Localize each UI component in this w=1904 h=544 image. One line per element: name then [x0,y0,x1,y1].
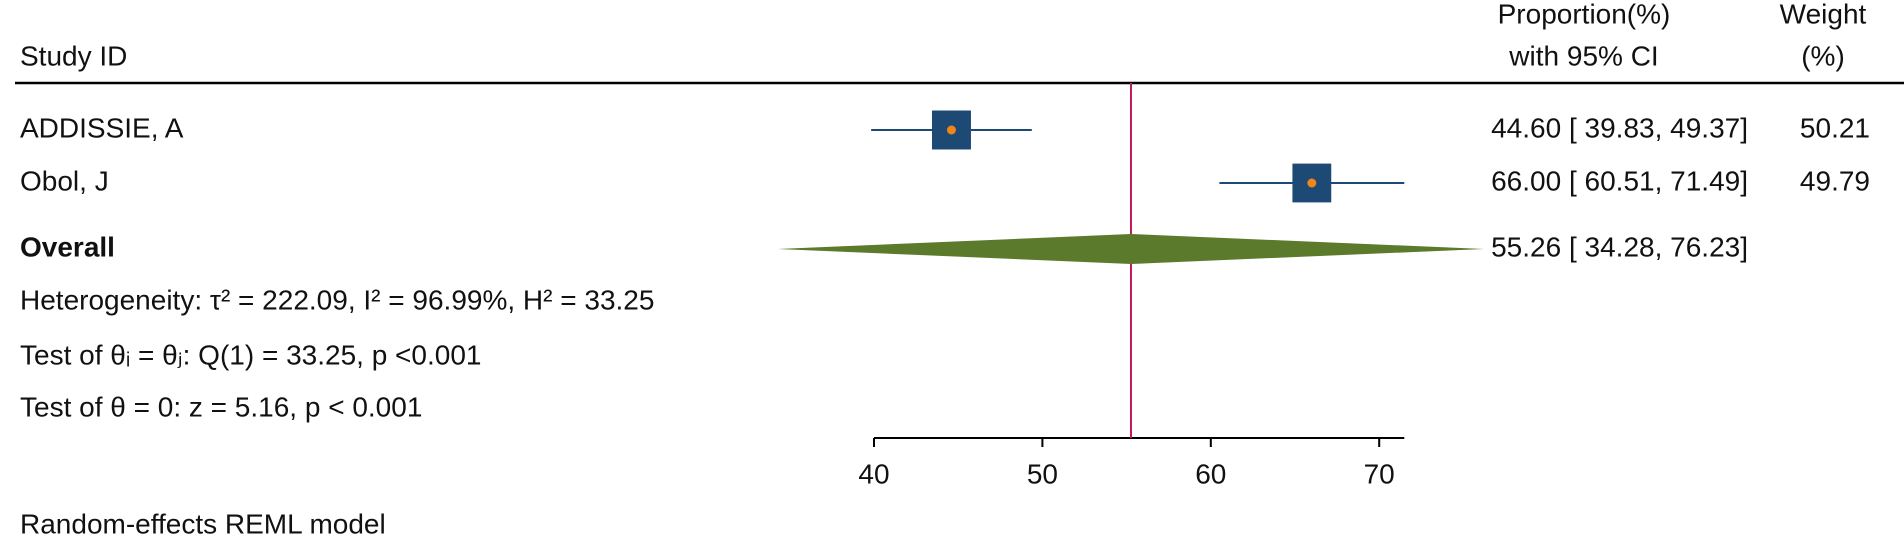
estimate-dot [1307,178,1317,188]
study-name: ADDISSIE, A [20,112,184,143]
header-weight: Weight [1780,0,1867,29]
effect-label: 66.00 [ 60.51, 71.49] [1491,165,1748,196]
effect-label: 44.60 [ 39.83, 49.37] [1491,112,1748,143]
note: Heterogeneity: τ² = 222.09, I² = 96.99%,… [20,284,654,315]
header-weight: (%) [1801,40,1845,71]
x-tick-label: 60 [1195,458,1226,489]
effect-label: 55.26 [ 34.28, 76.23] [1491,231,1748,262]
estimate-dot [946,125,956,135]
note: Test of θ = 0: z = 5.16, p < 0.001 [20,391,422,422]
x-tick-label: 70 [1364,458,1395,489]
header-effect: Proportion(%) [1498,0,1671,29]
note: Test of θᵢ = θⱼ: Q(1) = 33.25, p <0.001 [20,339,481,370]
header-effect: with 95% CI [1508,40,1658,71]
weight-label: 49.79 [1800,165,1870,196]
x-tick-label: 50 [1027,458,1058,489]
study-name: Obol, J [20,165,109,196]
header-study: Study ID [20,40,127,71]
footer: Random-effects REML model [20,508,386,539]
x-tick-label: 40 [858,458,889,489]
overall-name: Overall [20,231,115,262]
weight-label: 50.21 [1800,112,1870,143]
overall-diamond [777,234,1485,264]
